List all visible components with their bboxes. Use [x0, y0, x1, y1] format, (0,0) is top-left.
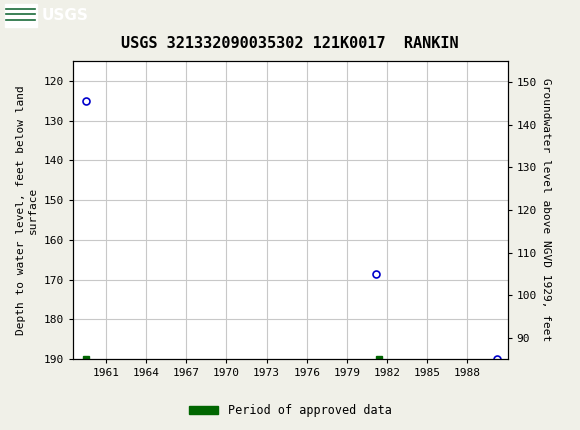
Text: USGS 321332090035302 121K0017  RANKIN: USGS 321332090035302 121K0017 RANKIN — [121, 36, 459, 50]
Y-axis label: Groundwater level above NGVD 1929, feet: Groundwater level above NGVD 1929, feet — [541, 78, 550, 342]
Legend: Period of approved data: Period of approved data — [184, 399, 396, 422]
Text: USGS: USGS — [42, 8, 89, 23]
Y-axis label: Depth to water level, feet below land
surface: Depth to water level, feet below land su… — [16, 85, 38, 335]
Bar — [5, 4, 37, 27]
